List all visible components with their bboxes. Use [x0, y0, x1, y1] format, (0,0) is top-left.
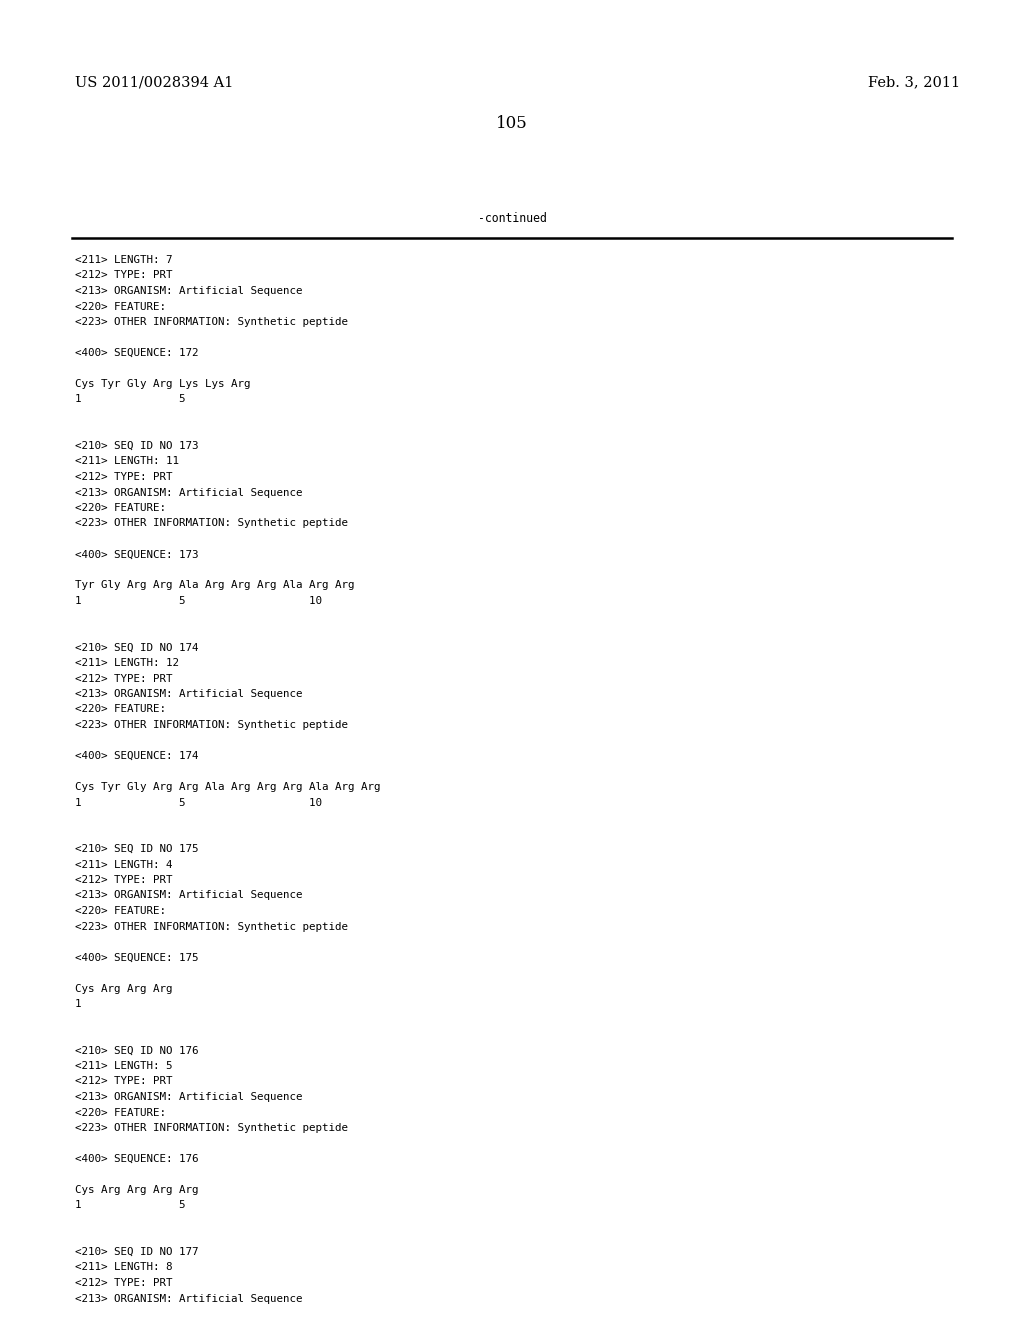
Text: <213> ORGANISM: Artificial Sequence: <213> ORGANISM: Artificial Sequence [75, 891, 302, 900]
Text: Tyr Gly Arg Arg Ala Arg Arg Arg Ala Arg Arg: Tyr Gly Arg Arg Ala Arg Arg Arg Ala Arg … [75, 581, 354, 590]
Text: <220> FEATURE:: <220> FEATURE: [75, 705, 166, 714]
Text: <223> OTHER INFORMATION: Synthetic peptide: <223> OTHER INFORMATION: Synthetic pepti… [75, 719, 348, 730]
Text: <223> OTHER INFORMATION: Synthetic peptide: <223> OTHER INFORMATION: Synthetic pepti… [75, 921, 348, 932]
Text: <213> ORGANISM: Artificial Sequence: <213> ORGANISM: Artificial Sequence [75, 1092, 302, 1102]
Text: <211> LENGTH: 7: <211> LENGTH: 7 [75, 255, 172, 265]
Text: Feb. 3, 2011: Feb. 3, 2011 [868, 75, 961, 88]
Text: <400> SEQUENCE: 175: <400> SEQUENCE: 175 [75, 953, 199, 962]
Text: <211> LENGTH: 12: <211> LENGTH: 12 [75, 657, 179, 668]
Text: <223> OTHER INFORMATION: Synthetic peptide: <223> OTHER INFORMATION: Synthetic pepti… [75, 519, 348, 528]
Text: <220> FEATURE:: <220> FEATURE: [75, 503, 166, 513]
Text: <400> SEQUENCE: 173: <400> SEQUENCE: 173 [75, 549, 199, 560]
Text: <211> LENGTH: 11: <211> LENGTH: 11 [75, 457, 179, 466]
Text: Cys Arg Arg Arg: Cys Arg Arg Arg [75, 983, 172, 994]
Text: <220> FEATURE:: <220> FEATURE: [75, 906, 166, 916]
Text: <210> SEQ ID NO 173: <210> SEQ ID NO 173 [75, 441, 199, 451]
Text: <212> TYPE: PRT: <212> TYPE: PRT [75, 1278, 172, 1288]
Text: -continued: -continued [477, 213, 547, 224]
Text: <400> SEQUENCE: 172: <400> SEQUENCE: 172 [75, 348, 199, 358]
Text: <212> TYPE: PRT: <212> TYPE: PRT [75, 673, 172, 684]
Text: <213> ORGANISM: Artificial Sequence: <213> ORGANISM: Artificial Sequence [75, 689, 302, 700]
Text: Cys Tyr Gly Arg Arg Ala Arg Arg Arg Ala Arg Arg: Cys Tyr Gly Arg Arg Ala Arg Arg Arg Ala … [75, 781, 381, 792]
Text: <400> SEQUENCE: 174: <400> SEQUENCE: 174 [75, 751, 199, 762]
Text: <220> FEATURE:: <220> FEATURE: [75, 301, 166, 312]
Text: <211> LENGTH: 4: <211> LENGTH: 4 [75, 859, 172, 870]
Text: <223> OTHER INFORMATION: Synthetic peptide: <223> OTHER INFORMATION: Synthetic pepti… [75, 1123, 348, 1133]
Text: Cys Arg Arg Arg Arg: Cys Arg Arg Arg Arg [75, 1185, 199, 1195]
Text: <212> TYPE: PRT: <212> TYPE: PRT [75, 271, 172, 281]
Text: <220> FEATURE:: <220> FEATURE: [75, 1107, 166, 1118]
Text: <212> TYPE: PRT: <212> TYPE: PRT [75, 473, 172, 482]
Text: <213> ORGANISM: Artificial Sequence: <213> ORGANISM: Artificial Sequence [75, 286, 302, 296]
Text: 1               5                   10: 1 5 10 [75, 797, 322, 808]
Text: <223> OTHER INFORMATION: Synthetic peptide: <223> OTHER INFORMATION: Synthetic pepti… [75, 317, 348, 327]
Text: <210> SEQ ID NO 175: <210> SEQ ID NO 175 [75, 843, 199, 854]
Text: <212> TYPE: PRT: <212> TYPE: PRT [75, 875, 172, 884]
Text: 1               5: 1 5 [75, 1200, 185, 1210]
Text: <210> SEQ ID NO 174: <210> SEQ ID NO 174 [75, 643, 199, 652]
Text: <210> SEQ ID NO 176: <210> SEQ ID NO 176 [75, 1045, 199, 1056]
Text: US 2011/0028394 A1: US 2011/0028394 A1 [75, 75, 233, 88]
Text: 1: 1 [75, 999, 82, 1008]
Text: 1               5: 1 5 [75, 395, 185, 404]
Text: Cys Tyr Gly Arg Lys Lys Arg: Cys Tyr Gly Arg Lys Lys Arg [75, 379, 251, 389]
Text: <213> ORGANISM: Artificial Sequence: <213> ORGANISM: Artificial Sequence [75, 487, 302, 498]
Text: <211> LENGTH: 8: <211> LENGTH: 8 [75, 1262, 172, 1272]
Text: <211> LENGTH: 5: <211> LENGTH: 5 [75, 1061, 172, 1071]
Text: 1               5                   10: 1 5 10 [75, 597, 322, 606]
Text: <400> SEQUENCE: 176: <400> SEQUENCE: 176 [75, 1154, 199, 1164]
Text: 105: 105 [496, 115, 528, 132]
Text: <212> TYPE: PRT: <212> TYPE: PRT [75, 1077, 172, 1086]
Text: <213> ORGANISM: Artificial Sequence: <213> ORGANISM: Artificial Sequence [75, 1294, 302, 1304]
Text: <210> SEQ ID NO 177: <210> SEQ ID NO 177 [75, 1247, 199, 1257]
